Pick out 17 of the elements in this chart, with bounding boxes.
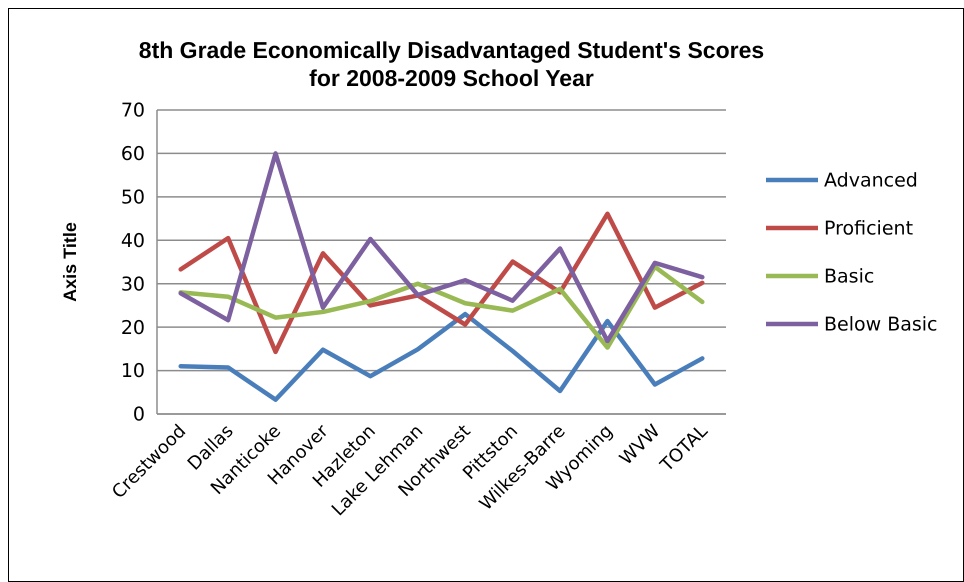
legend-label: Advanced xyxy=(824,170,918,192)
y-tick-label: 0 xyxy=(132,404,145,426)
y-axis-title: Axis Title xyxy=(60,222,80,302)
y-tick-label: 40 xyxy=(120,230,145,252)
legend-label: Proficient xyxy=(824,218,914,240)
y-tick-label: 30 xyxy=(120,273,145,296)
y-tick-label: 20 xyxy=(120,316,145,339)
legend-label: Basic xyxy=(824,266,874,288)
y-tick-label: 60 xyxy=(120,143,145,166)
line-series xyxy=(178,312,705,402)
legend-label: Below Basic xyxy=(824,314,938,336)
y-tick-label: 50 xyxy=(120,186,145,209)
chart-title: 8th Grade Economically Disadvantaged Student's Scores for 2008-2009 School Year xyxy=(138,37,764,91)
y-tick-label: 70 xyxy=(120,100,145,122)
line-series xyxy=(178,151,705,344)
line-series xyxy=(178,264,705,350)
y-tick-label: 10 xyxy=(120,360,145,382)
